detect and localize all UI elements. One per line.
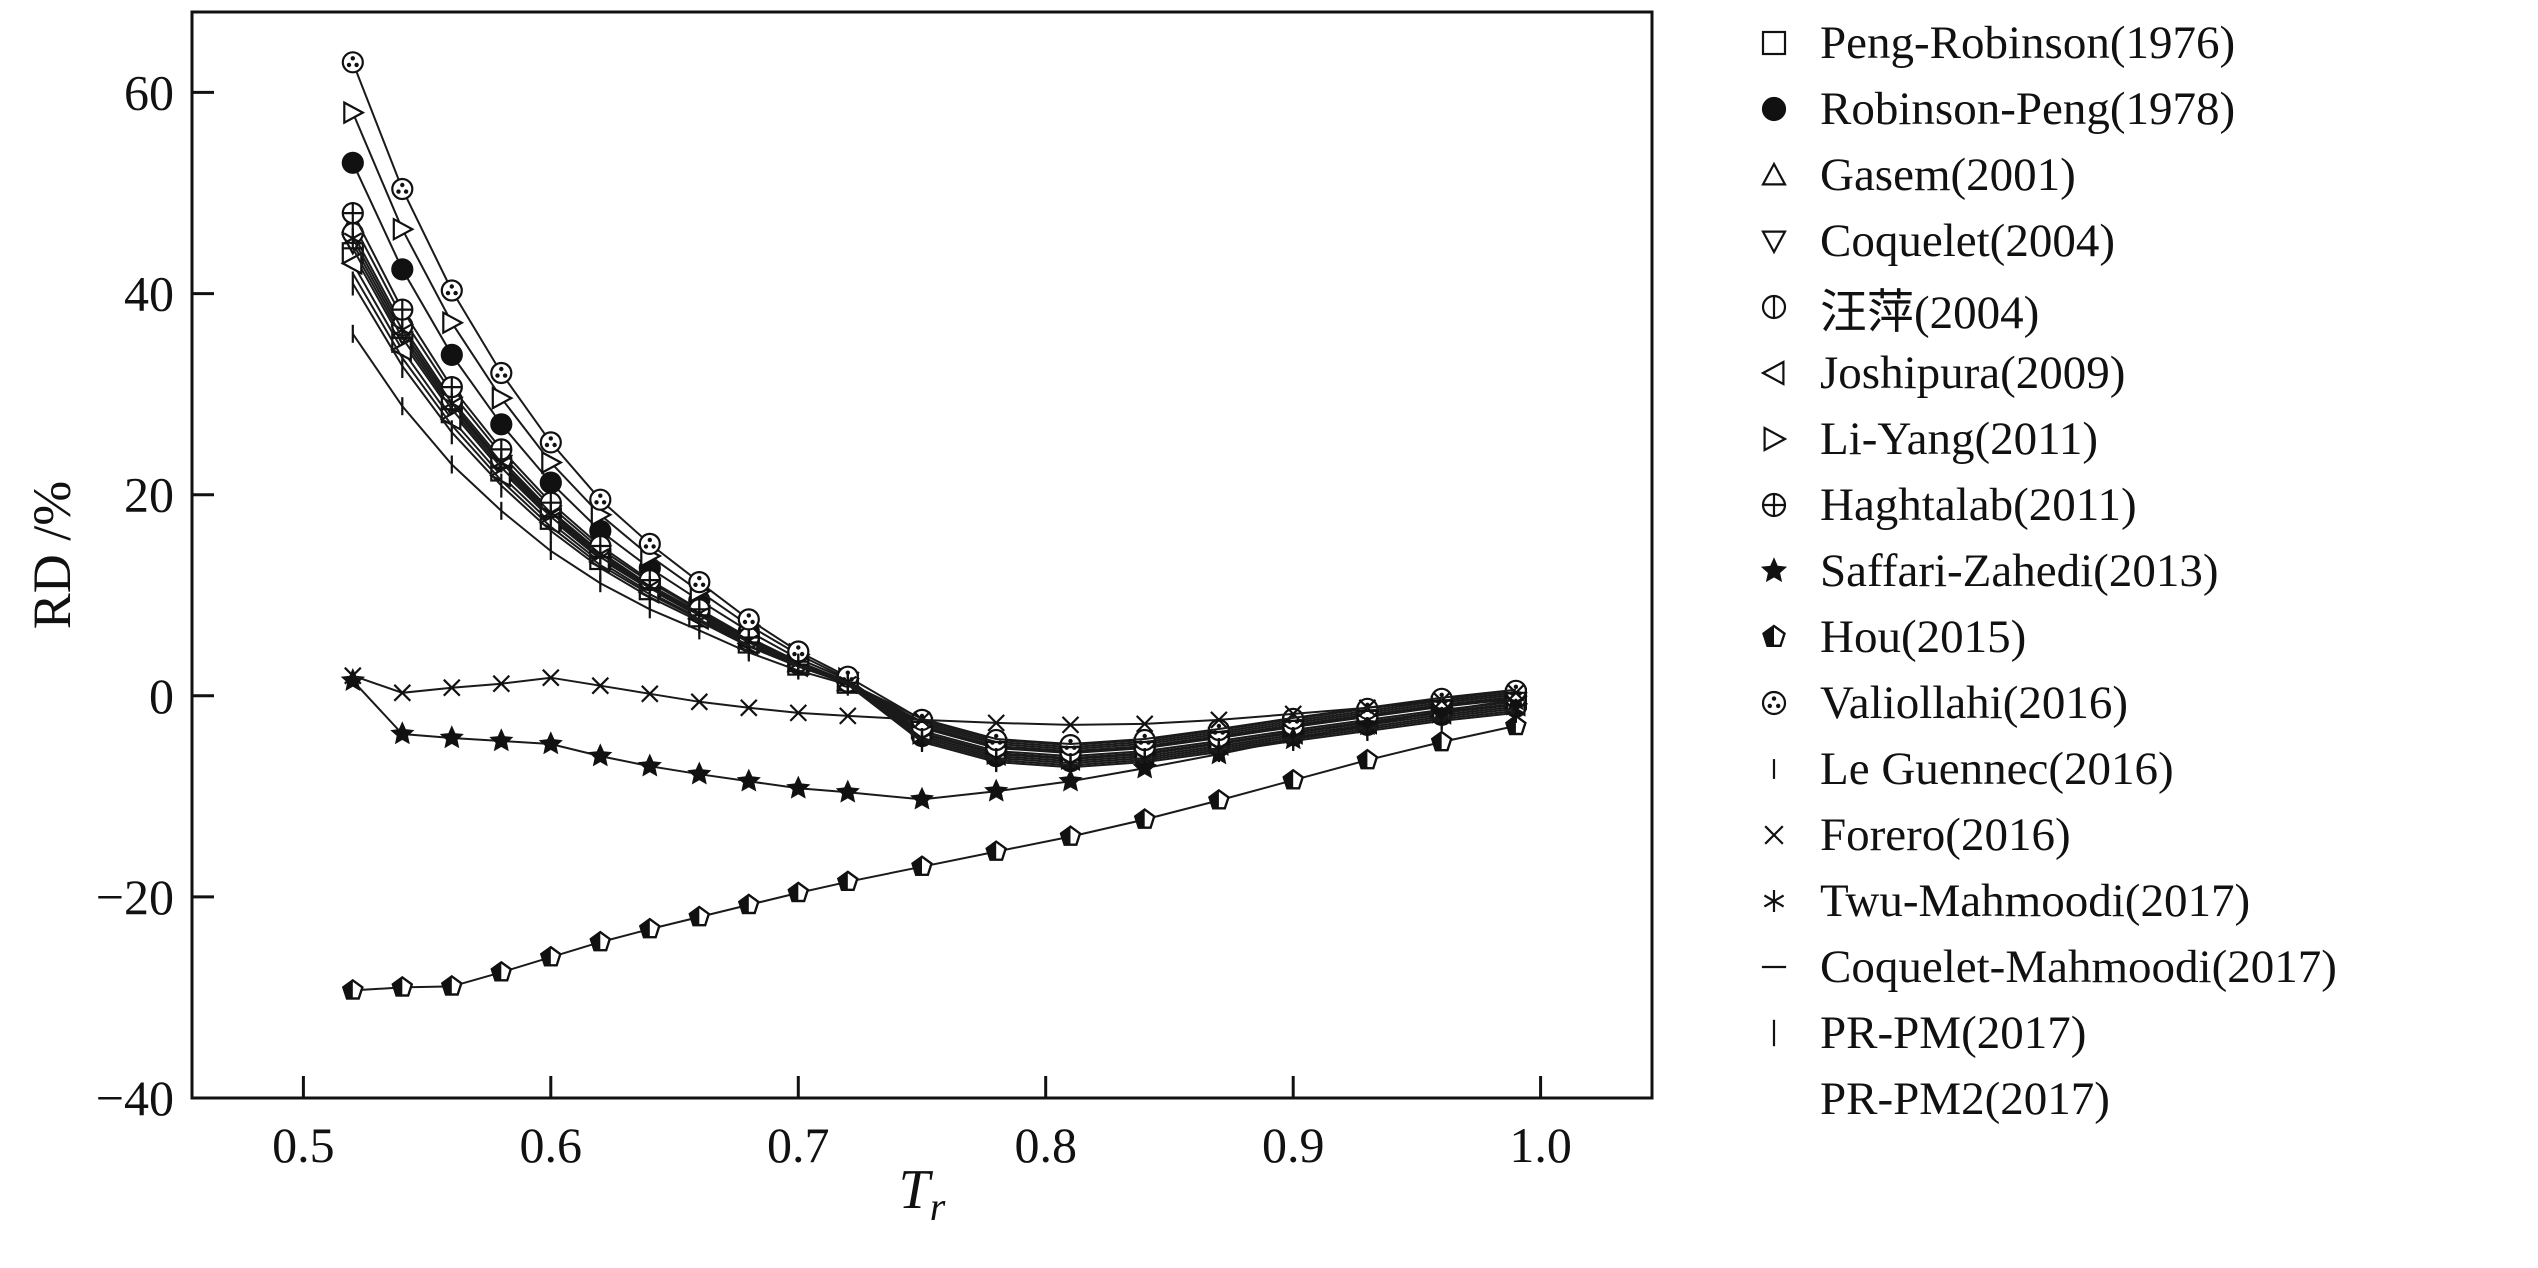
- legend-label: Valiollahi(2016): [1820, 677, 2129, 729]
- x-tick-label: 0.6: [520, 1117, 583, 1173]
- legend-label: Li-Yang(2011): [1820, 413, 2099, 465]
- asterisk-icon: [1763, 890, 1785, 912]
- triangle-left-open-icon: [1760, 360, 1785, 386]
- series: [343, 228, 1526, 774]
- legend-item: Li-Yang(2011): [1742, 406, 2337, 472]
- hdash-icon: [1761, 965, 1787, 969]
- vtick-icon: [1772, 759, 1776, 779]
- x-axis-subscript: r: [929, 1184, 946, 1230]
- legend-label: Hou(2015): [1820, 611, 2027, 663]
- legend-item: Coquelet-Mahmoodi(2017): [1742, 934, 2337, 1000]
- y-tick-label: −20: [96, 869, 174, 925]
- legend-item: Le Guennec(2016): [1742, 736, 2337, 802]
- legend-label: Robinson-Peng(1978): [1820, 83, 2236, 135]
- legend-item: Gasem(2001): [1742, 142, 2337, 208]
- circle-shaded-icon: [1761, 690, 1787, 716]
- star-icon: [1760, 557, 1788, 583]
- legend-item: Saffari-Zahedi(2013): [1742, 538, 2337, 604]
- circle-vline-icon: [1761, 294, 1787, 320]
- y-tick-label: 60: [124, 64, 174, 120]
- legend-item: Valiollahi(2016): [1742, 670, 2337, 736]
- x-tick-label: 0.7: [767, 1117, 830, 1173]
- triangle-down-open-icon: [1761, 230, 1787, 255]
- y-tick-label: −40: [96, 1070, 174, 1126]
- legend-label: Saffari-Zahedi(2013): [1820, 545, 2219, 597]
- series: [351, 324, 1518, 777]
- legend-label: PR-PM2(2017): [1820, 1073, 2110, 1125]
- series: [340, 251, 1526, 771]
- x-tick-label: 0.9: [1262, 1117, 1325, 1173]
- y-axis-label-text: RD /%: [22, 480, 82, 630]
- series: [351, 272, 1517, 746]
- triangle-up-open-icon: [1761, 161, 1787, 186]
- legend-item: Joshipura(2009): [1742, 340, 2337, 406]
- series: [341, 51, 1528, 757]
- legend-label: PR-PM(2017): [1820, 1007, 2087, 1059]
- y-tick-label: 40: [124, 266, 174, 322]
- square-vline-icon: [1742, 1073, 1806, 1125]
- legend-label: Haghtalab(2011): [1820, 479, 2137, 531]
- triangle-right-open-icon: [1763, 426, 1788, 452]
- y-axis-label: RD /%: [22, 415, 82, 695]
- x-axis-label: Tr: [822, 1158, 1022, 1230]
- legend-label: Peng-Robinson(1976): [1820, 17, 2236, 69]
- series: [343, 100, 1529, 770]
- y-tick-label: 0: [149, 668, 174, 724]
- legend-label: Le Guennec(2016): [1820, 743, 2174, 795]
- legend-item: Hou(2015): [1742, 604, 2337, 670]
- legend-label: Coquelet-Mahmoodi(2017): [1820, 941, 2337, 993]
- pentagon-half-icon: [1762, 624, 1786, 648]
- legend-item: Coquelet(2004): [1742, 208, 2337, 274]
- plot-box: [190, 10, 1654, 1100]
- legend-item: Robinson-Peng(1978): [1742, 76, 2337, 142]
- legend-label: Twu-Mahmoodi(2017): [1820, 875, 2251, 927]
- x-cross-icon: [1764, 825, 1784, 845]
- legend-item: Twu-Mahmoodi(2017): [1742, 868, 2337, 934]
- legend-item: PR-PM2(2017): [1742, 1066, 2337, 1132]
- x-tick-label: 0.8: [1014, 1117, 1077, 1173]
- legend-label: Forero(2016): [1820, 809, 2071, 861]
- legend: Peng-Robinson(1976) Robinson-Peng(1978) Ga…: [1742, 10, 2337, 1132]
- legend-item: 汪萍(2004): [1742, 274, 2337, 340]
- series: [340, 233, 1528, 769]
- x-axis-symbol: T: [898, 1159, 930, 1221]
- legend-label: Coquelet(2004): [1820, 215, 2115, 267]
- square-open-icon: [1761, 30, 1787, 56]
- legend-label: Joshipura(2009): [1820, 347, 2126, 399]
- legend-item: Forero(2016): [1742, 802, 2337, 868]
- legend-item: Haghtalab(2011): [1742, 472, 2337, 538]
- legend-label: Gasem(2001): [1820, 149, 2076, 201]
- circle-filled-icon: [1761, 96, 1787, 122]
- series: [341, 151, 1528, 773]
- x-tick-label: 1.0: [1509, 1117, 1572, 1173]
- legend-item: PR-PM(2017): [1742, 1000, 2337, 1066]
- series: [351, 271, 1518, 778]
- vtick-long-icon: [1772, 1019, 1776, 1047]
- x-tick-label: 0.5: [272, 1117, 335, 1173]
- circle-plus-icon: [1761, 492, 1787, 518]
- chart-canvas: 0.5 0.6 0.7 0.8 0.9 1.0 −40 −20 0 20 40 60: [96, 10, 1654, 1173]
- series: [342, 714, 1527, 1000]
- y-tick-label: 20: [124, 467, 174, 523]
- legend-item: Peng-Robinson(1976): [1742, 10, 2337, 76]
- legend-label: 汪萍(2004): [1820, 286, 2040, 339]
